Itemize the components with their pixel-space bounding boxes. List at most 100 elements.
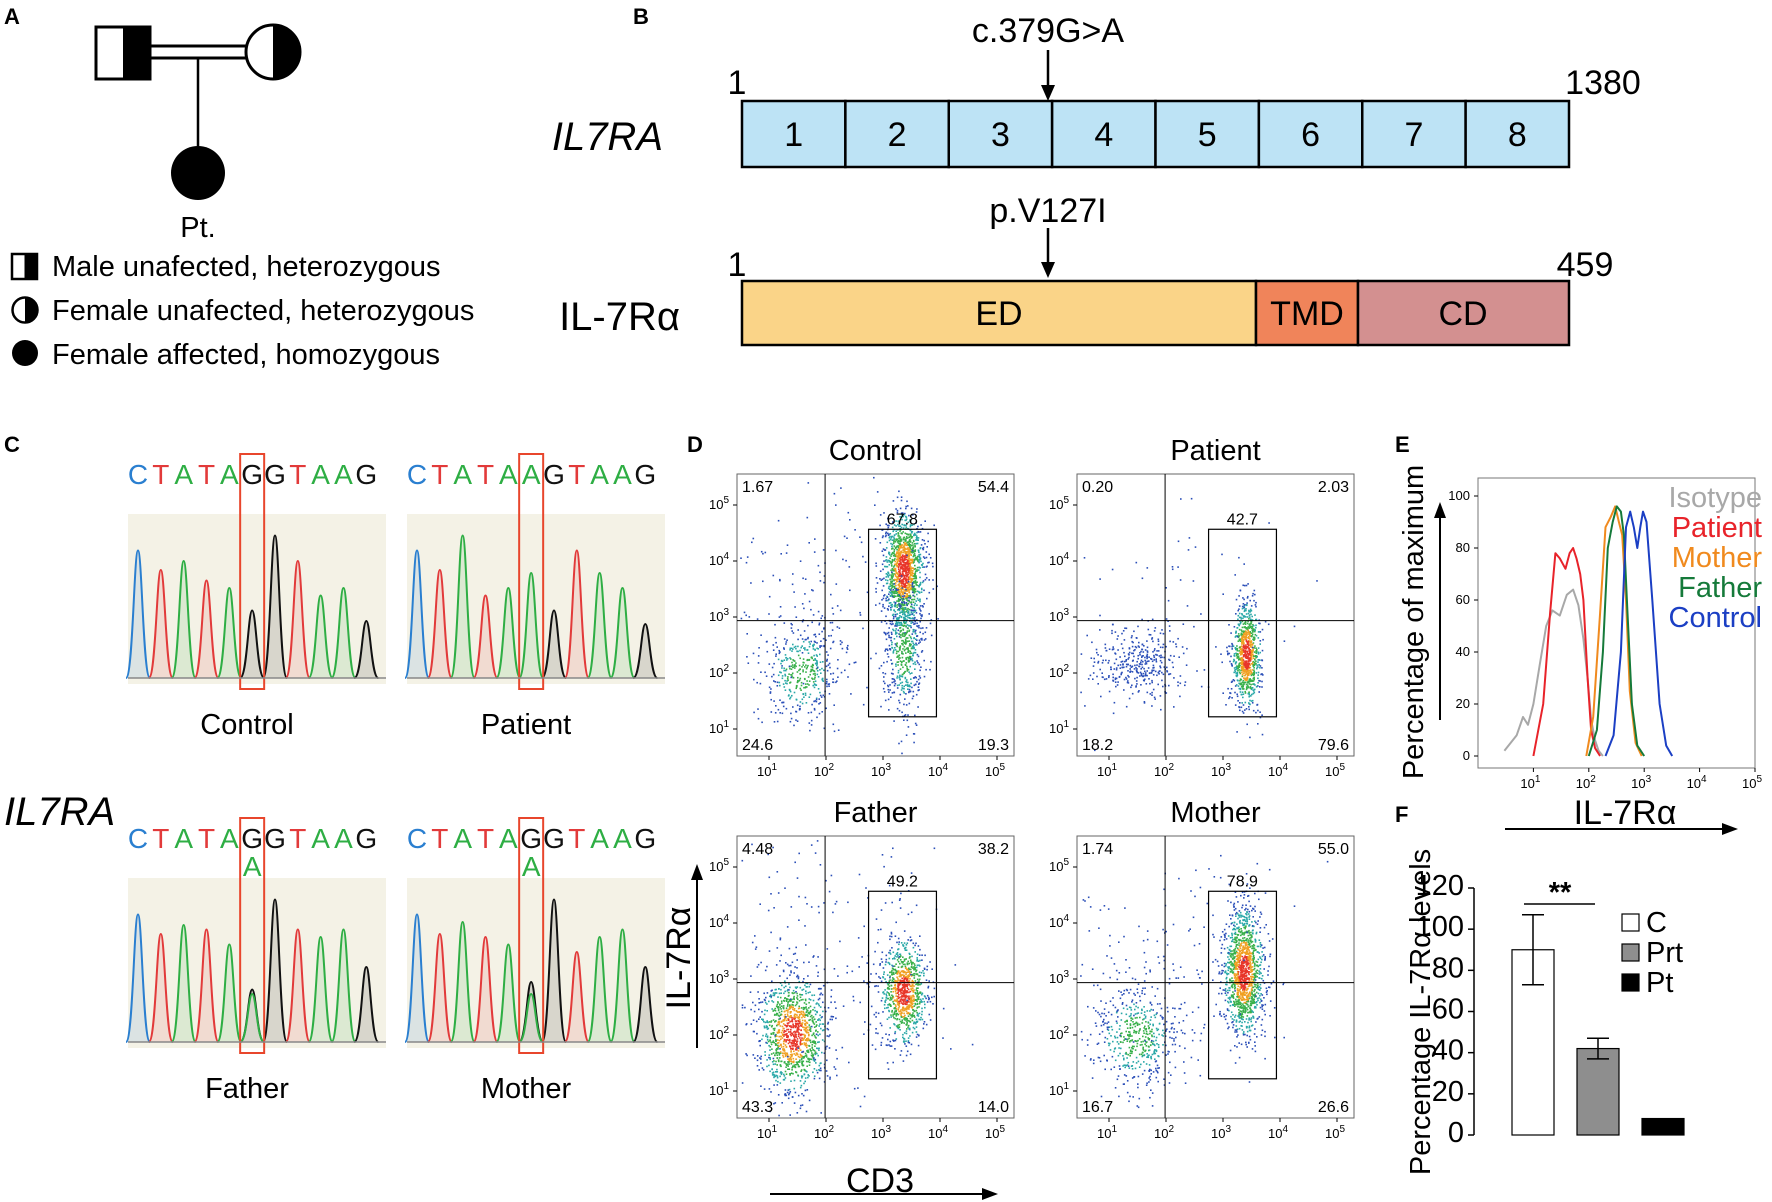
flow-dot	[1232, 679, 1235, 681]
flow-dot	[883, 512, 885, 514]
flow-dot	[875, 565, 878, 567]
flow-dot	[815, 698, 818, 701]
flow-dot	[796, 1053, 799, 1056]
flow-dot	[906, 574, 909, 577]
tick-base: 10	[985, 764, 999, 779]
flow-dot	[929, 622, 932, 625]
flow-dot	[912, 514, 914, 516]
flow-dot	[888, 709, 890, 711]
flow-dot	[797, 1031, 799, 1033]
flow-dot	[788, 983, 790, 985]
flow-dot	[913, 587, 916, 590]
base-letter: G	[543, 459, 565, 490]
flow-dot	[900, 550, 902, 553]
flow-dot	[1228, 624, 1230, 626]
flow-dot	[1100, 655, 1102, 657]
flow-dot	[1084, 705, 1086, 707]
flow-dot	[904, 584, 906, 586]
flow-dot	[875, 577, 878, 579]
flow-dot	[806, 982, 809, 985]
flow-dot	[809, 1005, 812, 1008]
flow-dot	[875, 591, 877, 593]
flow-dot	[913, 523, 915, 526]
flow-dot	[786, 677, 789, 680]
flow-dot	[814, 1053, 816, 1056]
flow-dot	[1261, 733, 1264, 736]
flow-dot	[878, 667, 881, 670]
flow-dot	[766, 1036, 769, 1039]
flow-dot	[798, 1017, 801, 1019]
flow-dot	[822, 637, 825, 640]
flow-dot	[909, 540, 912, 543]
flow-dot	[913, 609, 916, 611]
flow-dot	[1135, 637, 1138, 639]
flow-dot	[914, 557, 917, 559]
flow-dot	[1255, 672, 1258, 674]
flow-dot	[910, 548, 913, 551]
flow-dot	[812, 648, 815, 650]
flow-dot	[1132, 652, 1134, 655]
flow-dot	[910, 568, 912, 570]
base-letter: G	[355, 823, 377, 854]
flow-dot	[1249, 618, 1252, 620]
flow-dot	[1255, 634, 1258, 637]
flow-dot	[798, 1014, 801, 1016]
flow-dot	[1257, 637, 1260, 639]
flow-dot	[779, 1014, 782, 1016]
flow-dot	[1249, 649, 1252, 651]
flow-dot	[774, 1007, 776, 1010]
flow-dot	[814, 680, 817, 682]
flow-dot	[911, 657, 913, 660]
flow-dot	[1175, 643, 1177, 645]
flow-dot	[1237, 685, 1240, 687]
flow-dot	[1248, 703, 1251, 705]
flow-dot	[787, 1089, 790, 1091]
flow-dot	[780, 988, 782, 991]
flow-dot	[882, 554, 885, 557]
flow-dot	[825, 665, 828, 668]
flow-dot	[781, 712, 784, 715]
flow-dot	[1244, 681, 1247, 684]
flow-dot	[761, 1067, 764, 1069]
flow-dot	[898, 594, 901, 596]
flow-dot	[888, 691, 890, 693]
flow-dot	[1259, 651, 1261, 654]
flow-dot	[818, 1025, 820, 1027]
flow-dot	[891, 567, 894, 570]
flow-dot	[1152, 688, 1155, 691]
flow-dot	[759, 1057, 761, 1059]
flow-dot	[780, 1000, 783, 1002]
tick-exponent: 2	[828, 762, 834, 773]
flow-dot	[1238, 639, 1241, 641]
flow-dot	[923, 557, 926, 559]
flow-dot	[841, 1046, 844, 1049]
flow-dot	[924, 631, 927, 634]
flow-dot	[773, 1029, 776, 1031]
flow-dot	[1125, 660, 1127, 662]
flow-dot	[794, 1031, 797, 1034]
flow-dot	[899, 675, 901, 678]
flow-dot	[906, 684, 909, 686]
flow-dot	[1099, 614, 1101, 617]
y-tick-label: 104	[709, 551, 729, 568]
flow-dot	[801, 1055, 803, 1057]
flow-dot	[879, 524, 881, 527]
flow-dot	[1256, 648, 1258, 651]
flow-dot	[781, 665, 783, 667]
flow-dot	[923, 639, 926, 641]
flow-dot	[797, 1050, 800, 1052]
flow-dot	[1244, 655, 1246, 657]
flow-dot	[1254, 658, 1256, 661]
flow-dot	[818, 1069, 820, 1071]
exon-box-2	[844, 99, 950, 169]
flow-dot	[807, 1031, 810, 1034]
flow-dot	[896, 661, 899, 663]
flow-dot	[809, 1028, 812, 1030]
legend-female-affected-icon	[12, 340, 38, 366]
flow-dot	[890, 609, 892, 611]
flow-dot	[912, 548, 914, 551]
flow-dot	[892, 589, 895, 591]
base-letter: G	[264, 823, 286, 854]
flow-dot	[814, 676, 816, 679]
